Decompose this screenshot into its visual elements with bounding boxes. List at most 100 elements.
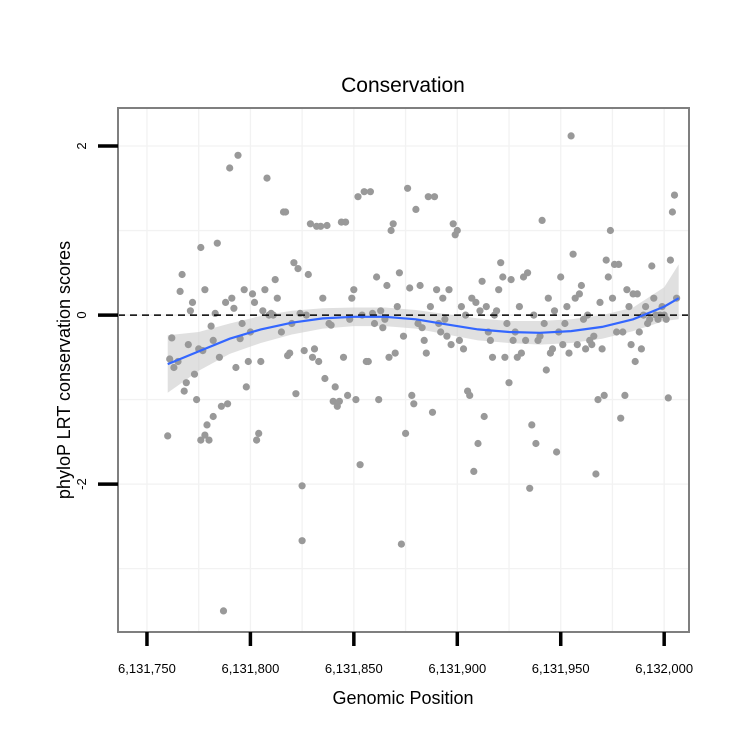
- data-point: [412, 205, 420, 213]
- data-point: [257, 357, 265, 366]
- x-tick-label: 6,132,000: [635, 661, 693, 676]
- data-point: [217, 402, 225, 410]
- data-point: [544, 294, 552, 302]
- data-point: [418, 324, 426, 332]
- data-point: [402, 429, 410, 437]
- data-point: [387, 226, 395, 235]
- grid-lines: [118, 108, 689, 632]
- data-point: [240, 286, 248, 294]
- data-point: [385, 353, 393, 361]
- data-point: [209, 336, 217, 344]
- x-axis-title: Genomic Position: [332, 688, 473, 708]
- data-point: [366, 188, 374, 196]
- data-point: [430, 193, 439, 201]
- data-point: [532, 439, 540, 448]
- data-point: [242, 383, 250, 391]
- data-point: [650, 294, 658, 302]
- data-point: [292, 390, 300, 398]
- data-point: [364, 357, 372, 366]
- data-point: [596, 298, 604, 306]
- data-point: [213, 239, 221, 247]
- data-point: [608, 294, 617, 302]
- data-point: [294, 265, 302, 273]
- data-point: [253, 436, 261, 444]
- x-tick-label: 6,131,800: [221, 661, 279, 676]
- data-point: [439, 294, 447, 302]
- plot-panel: [118, 108, 689, 632]
- data-point: [397, 540, 405, 548]
- data-point: [617, 414, 625, 422]
- data-point: [329, 397, 337, 405]
- data-point: [517, 349, 526, 357]
- data-point: [666, 256, 675, 264]
- data-point: [393, 303, 401, 311]
- data-point: [472, 298, 480, 306]
- data-point: [445, 286, 453, 294]
- data-point: [190, 370, 199, 378]
- data-point: [455, 336, 463, 344]
- data-point: [230, 304, 238, 312]
- data-point: [422, 349, 430, 357]
- data-point: [248, 290, 257, 298]
- data-point: [226, 164, 234, 172]
- data-point: [286, 349, 294, 357]
- data-point: [178, 270, 186, 279]
- data-point: [259, 307, 267, 315]
- data-point: [201, 286, 209, 294]
- data-point: [635, 328, 643, 336]
- data-point: [344, 391, 352, 399]
- data-point: [389, 220, 397, 228]
- data-point: [540, 319, 548, 328]
- data-point: [567, 132, 575, 140]
- data-point: [277, 328, 285, 336]
- data-point: [282, 208, 290, 216]
- data-point: [327, 321, 335, 329]
- data-point: [420, 336, 428, 344]
- data-point: [598, 345, 606, 353]
- data-point: [290, 259, 298, 267]
- data-point: [582, 345, 590, 353]
- data-point: [538, 216, 546, 224]
- data-point: [548, 345, 557, 353]
- data-point: [379, 324, 387, 332]
- data-point: [459, 345, 468, 353]
- data-point: [569, 250, 577, 258]
- smooth-trend-line: [167, 297, 680, 366]
- data-point: [565, 349, 573, 357]
- data-point: [441, 315, 449, 323]
- data-point: [360, 188, 368, 196]
- data-point: [170, 363, 178, 372]
- data-point: [501, 353, 509, 361]
- data-point: [447, 341, 455, 349]
- data-point: [408, 391, 416, 399]
- data-point: [166, 355, 174, 363]
- data-point: [339, 353, 348, 361]
- data-point: [188, 298, 197, 306]
- data-point: [182, 379, 190, 387]
- data-point: [416, 281, 424, 290]
- data-point: [627, 341, 635, 349]
- data-point: [184, 341, 192, 349]
- x-axis: 6,131,750 6,131,800 6,131,850 6,131,900 6,13…: [118, 632, 693, 676]
- data-point: [615, 260, 623, 268]
- data-point: [370, 319, 379, 328]
- data-point: [528, 421, 536, 429]
- data-point: [623, 286, 631, 294]
- data-point: [503, 319, 511, 328]
- data-point: [350, 286, 358, 294]
- data-point: [633, 290, 641, 298]
- data-point: [478, 277, 486, 285]
- data-point: [470, 467, 478, 475]
- data-point: [495, 286, 503, 294]
- data-point: [197, 436, 205, 444]
- data-point: [176, 287, 184, 295]
- data-point: [526, 484, 534, 492]
- data-point: [310, 345, 319, 353]
- data-point: [321, 374, 329, 383]
- data-point: [509, 336, 517, 344]
- data-point: [273, 294, 281, 302]
- data-point: [335, 397, 343, 405]
- data-point: [602, 256, 610, 264]
- data-point: [536, 332, 544, 340]
- data-point: [261, 286, 269, 294]
